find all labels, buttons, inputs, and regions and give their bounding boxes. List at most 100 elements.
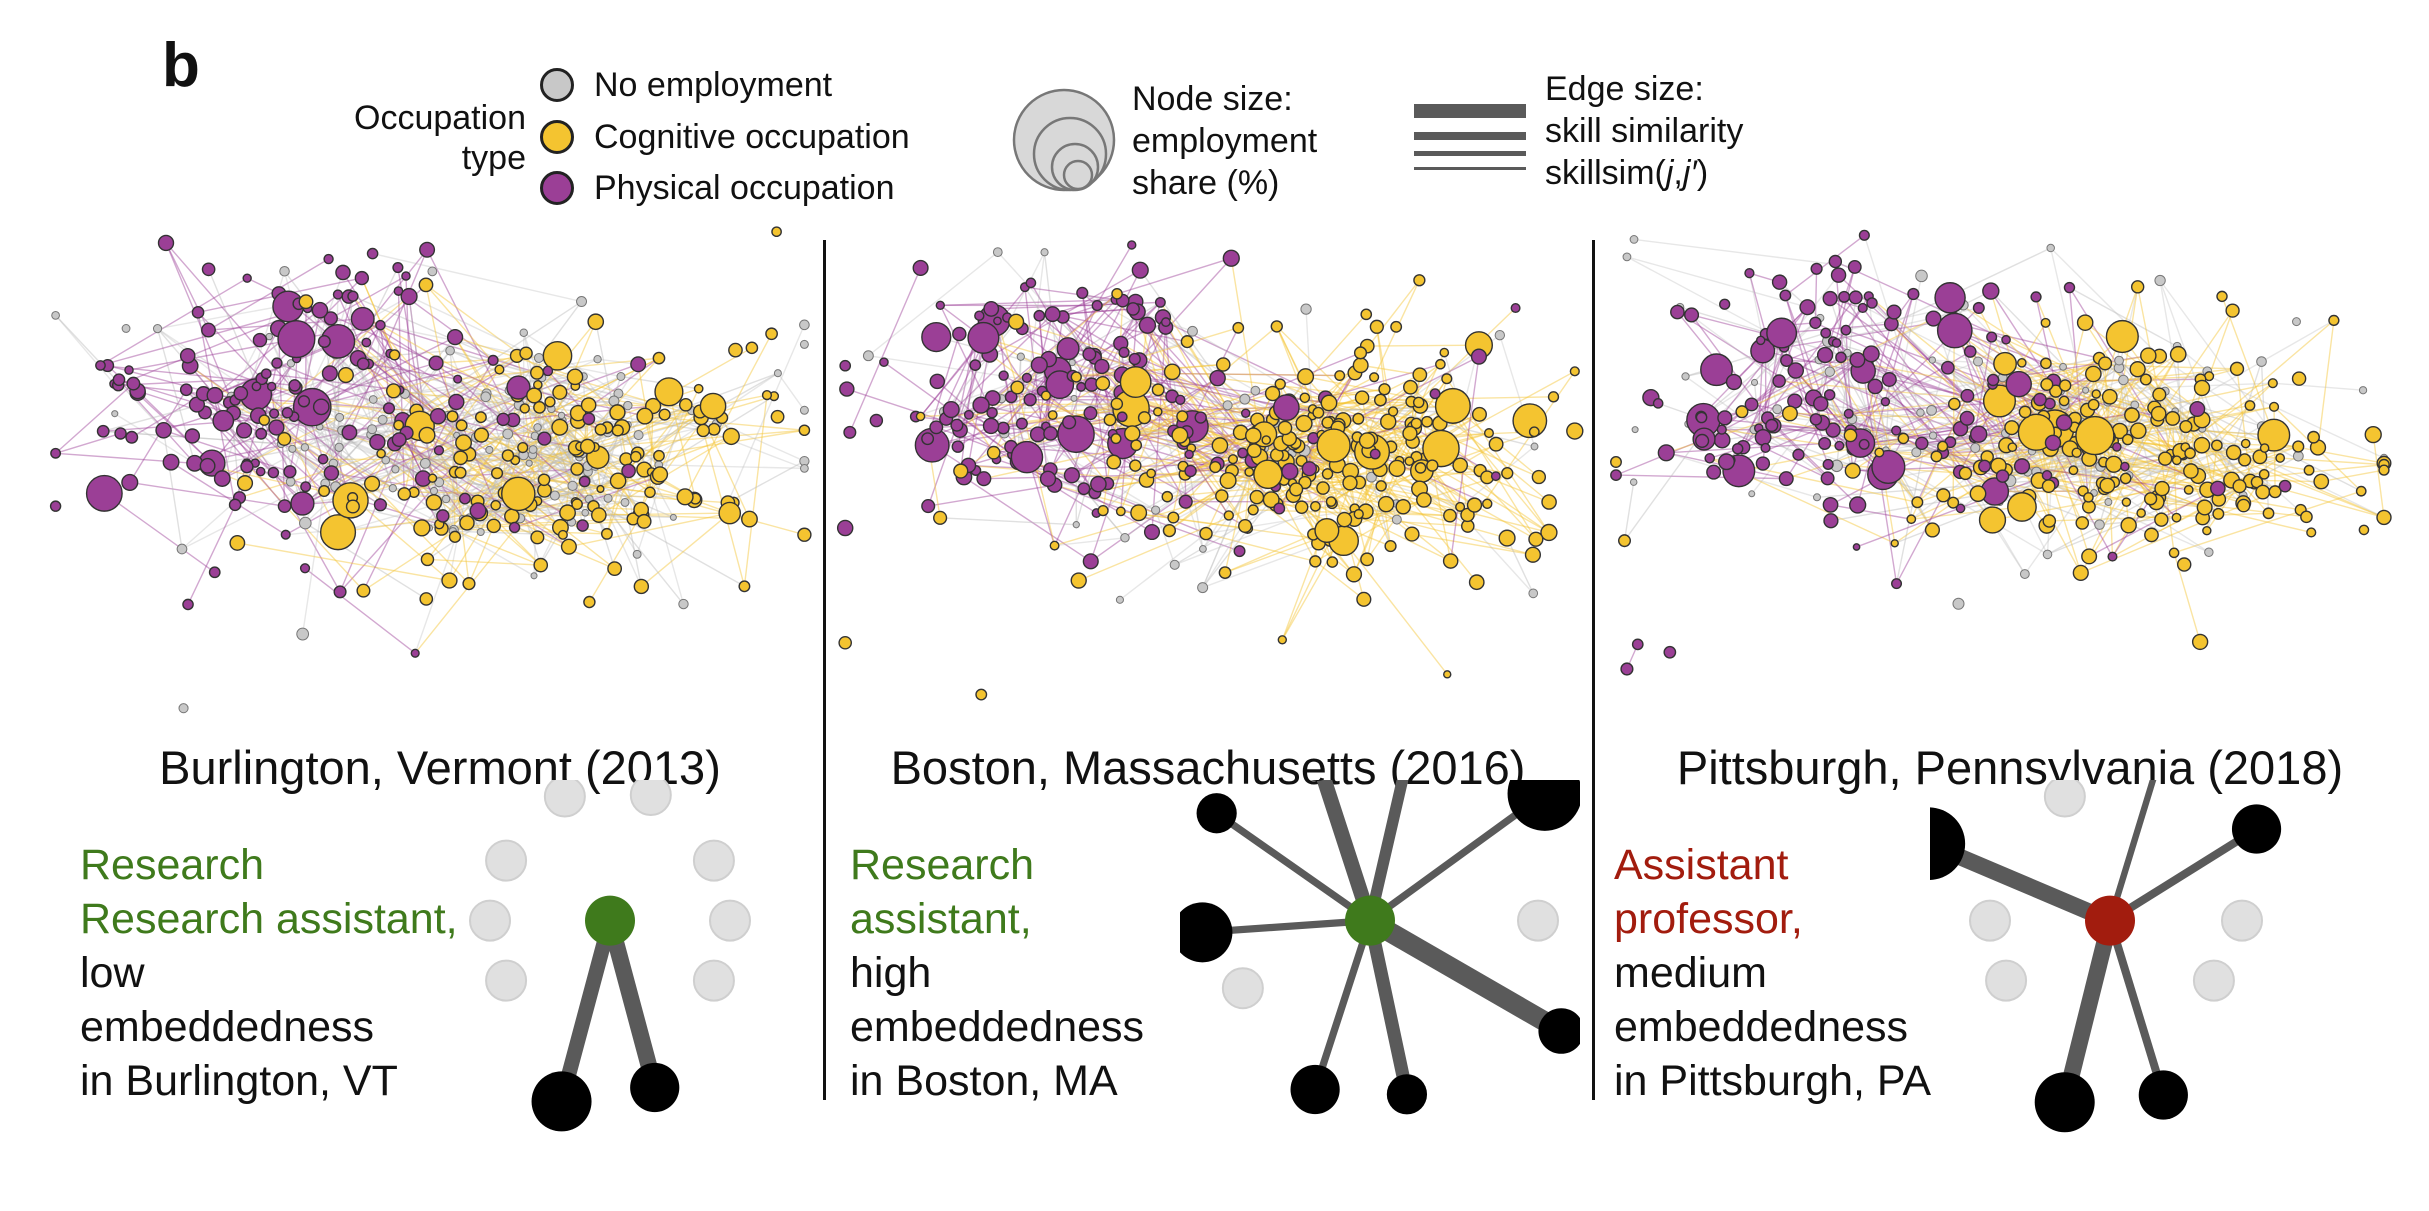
- network-edge: [1068, 421, 1234, 460]
- network-edge: [940, 517, 1077, 526]
- network-node-none: [549, 490, 560, 501]
- network-edge: [381, 452, 596, 467]
- network-node-cognitive: [1253, 459, 1283, 490]
- network-node-cognitive: [607, 561, 623, 576]
- network-edge: [1932, 318, 2001, 503]
- network-node-none: [368, 395, 378, 404]
- network-node-cognitive: [542, 340, 573, 371]
- network-edge: [1376, 326, 1386, 390]
- network-node-cognitive: [2040, 317, 2051, 328]
- network-edge: [1409, 386, 1550, 503]
- network-node-physical: [1940, 360, 1955, 375]
- network-node-cognitive: [1325, 496, 1337, 507]
- network-node-physical: [1822, 290, 1838, 307]
- ego-focal-node: [2085, 895, 2135, 946]
- network-node-none: [285, 476, 296, 487]
- network-node-physical: [375, 319, 386, 331]
- network-edge: [255, 385, 373, 485]
- network-node-physical: [1852, 543, 1861, 551]
- network-node-cognitive: [1380, 413, 1397, 430]
- network-node-cognitive: [1993, 351, 2017, 376]
- network-edge: [100, 307, 308, 367]
- network-node-physical: [277, 499, 292, 514]
- network-node-cognitive: [583, 595, 596, 609]
- network-edge: [1054, 537, 1126, 547]
- network-node-cognitive: [385, 383, 402, 399]
- network-node-physical: [2030, 291, 2042, 303]
- network-node-physical: [950, 418, 964, 432]
- network-node-physical: [1778, 471, 1794, 487]
- focal-occupation-line1: Research: [80, 841, 265, 889]
- network-node-physical: [1825, 422, 1841, 438]
- network-edge: [2321, 469, 2385, 483]
- network-node-cognitive: [1897, 432, 1910, 445]
- network-node-cognitive: [1358, 432, 1376, 449]
- network-node-cognitive: [277, 431, 292, 446]
- network-node-cognitive: [448, 530, 462, 543]
- ego-edge: [601, 918, 663, 1090]
- network-edge: [1474, 504, 1537, 540]
- network-edge: [266, 373, 400, 391]
- network-edge: [1308, 474, 1475, 506]
- network-node-physical: [1021, 372, 1032, 383]
- network-node-none: [2292, 317, 2301, 327]
- desc-line1: high: [850, 949, 932, 997]
- network-node-none: [862, 350, 874, 362]
- network-node-cognitive: [229, 535, 246, 551]
- network-node-cognitive: [1412, 367, 1428, 383]
- network-edge: [2272, 382, 2364, 391]
- network-edge: [523, 332, 619, 395]
- network-node-cognitive: [393, 419, 405, 431]
- network-node-cognitive: [2105, 455, 2123, 473]
- network-node-physical: [1891, 578, 1903, 590]
- network-node-physical: [1822, 496, 1839, 513]
- network-node-physical: [621, 463, 636, 479]
- network-node-none: [485, 445, 494, 454]
- network-node-cognitive: [1246, 443, 1262, 459]
- network-edge: [1370, 476, 1392, 547]
- network-edge: [358, 349, 451, 360]
- network-edge: [1859, 293, 1915, 444]
- network-node-cognitive: [594, 423, 607, 436]
- network-node-physical: [2107, 551, 2118, 562]
- network-edge: [1135, 444, 1276, 488]
- network-edge: [2208, 375, 2385, 459]
- network-node-cognitive: [1906, 514, 1917, 525]
- ego-edge: [1214, 810, 1373, 924]
- network-edge: [538, 407, 586, 514]
- network-node-cognitive: [1211, 437, 1229, 454]
- network-node-physical: [1700, 353, 1733, 387]
- network-node-physical: [2063, 281, 2076, 294]
- network-node-physical: [1780, 354, 1793, 367]
- network-node-physical: [1056, 337, 1080, 361]
- network-node-physical: [280, 529, 291, 540]
- network-edge: [536, 372, 577, 503]
- network-node-none: [1530, 442, 1539, 451]
- network-edge: [304, 416, 341, 448]
- network-node-cognitive: [600, 527, 613, 540]
- network-node-cognitive: [419, 592, 434, 606]
- ego-network-boston: [1180, 780, 1580, 1115]
- network-node-physical: [537, 431, 552, 446]
- network-edge: [1292, 464, 1433, 484]
- network-node-physical: [341, 424, 358, 441]
- network-node-cognitive: [1215, 489, 1229, 503]
- network-node-cognitive: [2216, 290, 2228, 303]
- network-node-cognitive: [2358, 524, 2370, 536]
- network-node-cognitive: [609, 404, 626, 421]
- ego-edge: [1311, 919, 1374, 1091]
- network-node-cognitive: [2236, 498, 2251, 513]
- network-node-cognitive: [1434, 387, 1471, 424]
- network-node-physical: [952, 326, 967, 342]
- network-node-cognitive: [319, 514, 357, 551]
- network-edge: [272, 472, 341, 593]
- network-node-physical: [1772, 374, 1786, 388]
- network-edge: [1871, 302, 1933, 361]
- network-node-physical: [323, 253, 334, 265]
- network-node-cognitive: [1095, 375, 1111, 391]
- network-edge: [118, 377, 262, 386]
- network-node-physical: [542, 365, 554, 377]
- network-edge: [684, 333, 773, 498]
- network-node-physical: [1891, 425, 1902, 436]
- network-node-physical: [1510, 303, 1521, 314]
